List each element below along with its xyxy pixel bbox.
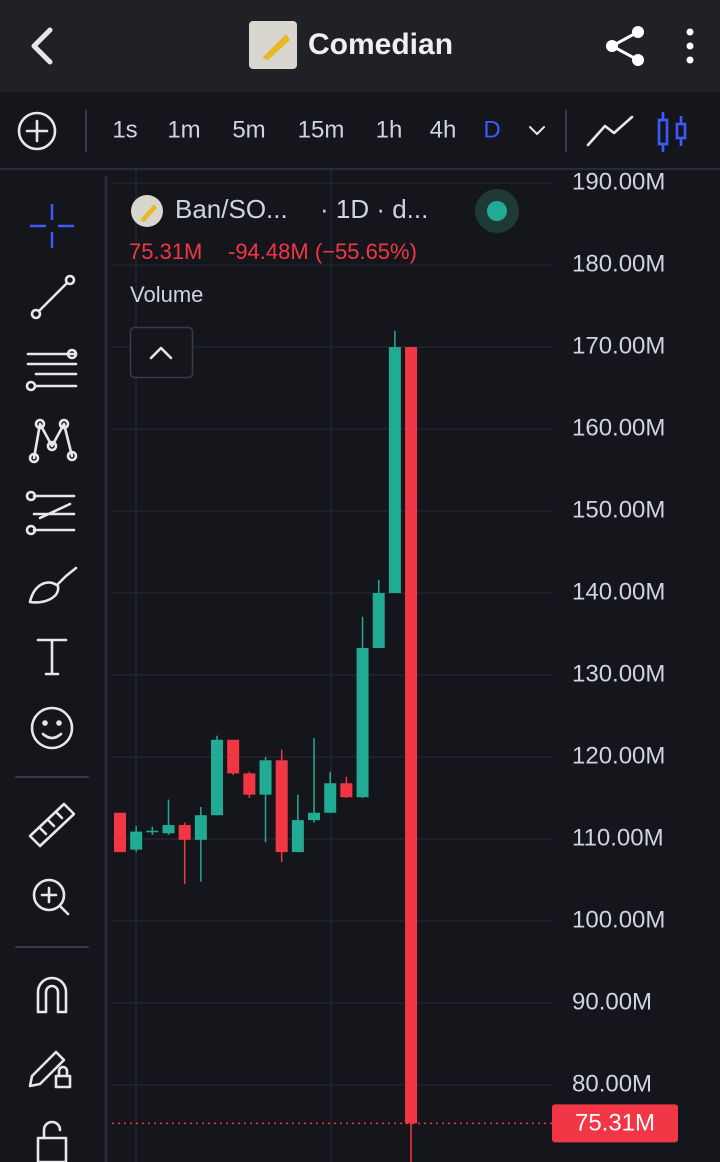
candle-chart-button[interactable]	[657, 112, 687, 152]
y-tick-label: 130.00M	[572, 660, 665, 687]
candle-body	[308, 812, 321, 821]
candle-body	[324, 783, 337, 813]
candle-body	[372, 593, 385, 648]
candle-body	[178, 825, 191, 840]
indicator-name: Volume	[130, 282, 203, 307]
y-tick-label: 170.00M	[572, 332, 665, 359]
line-chart-button[interactable]	[586, 115, 634, 147]
y-tick-label: 180.00M	[572, 250, 665, 277]
candle-body	[114, 812, 126, 853]
candle-body	[291, 820, 304, 853]
candle-body	[211, 739, 224, 816]
timeframe[interactable]: 1m	[167, 116, 200, 143]
ruler-tool[interactable]	[28, 802, 76, 848]
candle-body	[146, 830, 159, 833]
last-price-tag	[552, 1104, 678, 1143]
magnet-tool[interactable]	[36, 976, 68, 1014]
timeframe[interactable]: 4h	[430, 116, 457, 143]
share-button[interactable]	[606, 26, 644, 66]
candle-body	[356, 647, 369, 798]
candle-body	[227, 739, 240, 774]
timeframes: 1s 1m 5m 15m 1h 4h D	[112, 116, 500, 143]
candle-body	[259, 760, 272, 795]
candle-body	[388, 347, 401, 594]
last-value: 75.31M	[129, 239, 202, 264]
symbol-logo	[131, 195, 163, 227]
timeframe[interactable]: D	[483, 116, 500, 143]
timeframe[interactable]: 5m	[232, 116, 265, 143]
symbol: Ban/SO...	[175, 194, 288, 224]
y-tick-label: 150.00M	[572, 496, 665, 523]
timeframe[interactable]: 1h	[376, 116, 403, 143]
token-logo	[249, 21, 297, 69]
back-button[interactable]	[31, 27, 53, 65]
candle-body	[405, 347, 418, 1124]
crosshair-tool[interactable]	[30, 204, 74, 248]
trend-line-tool[interactable]	[30, 274, 76, 320]
unlock-tool[interactable]	[36, 1120, 68, 1162]
timeframe[interactable]: 1s	[112, 116, 137, 143]
status-dot	[487, 201, 507, 221]
y-tick-label: 160.00M	[572, 414, 665, 441]
zoom-tool[interactable]	[32, 878, 70, 916]
candle-body	[275, 760, 288, 853]
projection-tool[interactable]	[25, 490, 76, 536]
more-timeframes[interactable]	[529, 126, 545, 135]
y-tick-label: 80.00M	[572, 1070, 652, 1097]
interval: · 1D · d...	[320, 194, 428, 224]
collapse-legend[interactable]	[129, 326, 194, 379]
emoji-tool[interactable]	[30, 706, 74, 750]
timeframe[interactable]: 15m	[298, 116, 345, 143]
pattern-tool[interactable]	[28, 418, 78, 464]
brush-tool[interactable]	[28, 566, 78, 604]
y-tick-label: 110.00M	[572, 824, 664, 851]
drawing-tools	[15, 274, 89, 1162]
candle-body	[243, 773, 256, 795]
y-tick-label: 140.00M	[572, 578, 665, 605]
change: -94.48M (−55.65%)	[228, 239, 417, 264]
y-tick-label: 120.00M	[572, 742, 665, 769]
y-tick-label: 90.00M	[572, 988, 652, 1015]
header-title: Comedian	[308, 28, 453, 61]
more-menu[interactable]	[686, 28, 694, 64]
header-bar	[0, 0, 720, 92]
fib-tool[interactable]	[25, 348, 78, 392]
lock-drawings[interactable]	[28, 1050, 72, 1089]
logo-banana	[140, 204, 157, 222]
candle-body	[194, 815, 207, 840]
y-tick-label: 100.00M	[572, 906, 665, 933]
candle-body	[162, 825, 175, 834]
last-price-label: 75.31M	[575, 1110, 655, 1137]
add-button[interactable]	[17, 111, 57, 151]
candle-body	[340, 783, 353, 798]
text-tool[interactable]	[36, 638, 68, 676]
y-tick-label: 190.00M	[572, 168, 665, 195]
chart: 190.00M 180.00M 170.00M 160.00M 150.00M 140.0…	[112, 168, 678, 1162]
candle-body	[130, 831, 143, 850]
logo-banana	[262, 34, 290, 60]
